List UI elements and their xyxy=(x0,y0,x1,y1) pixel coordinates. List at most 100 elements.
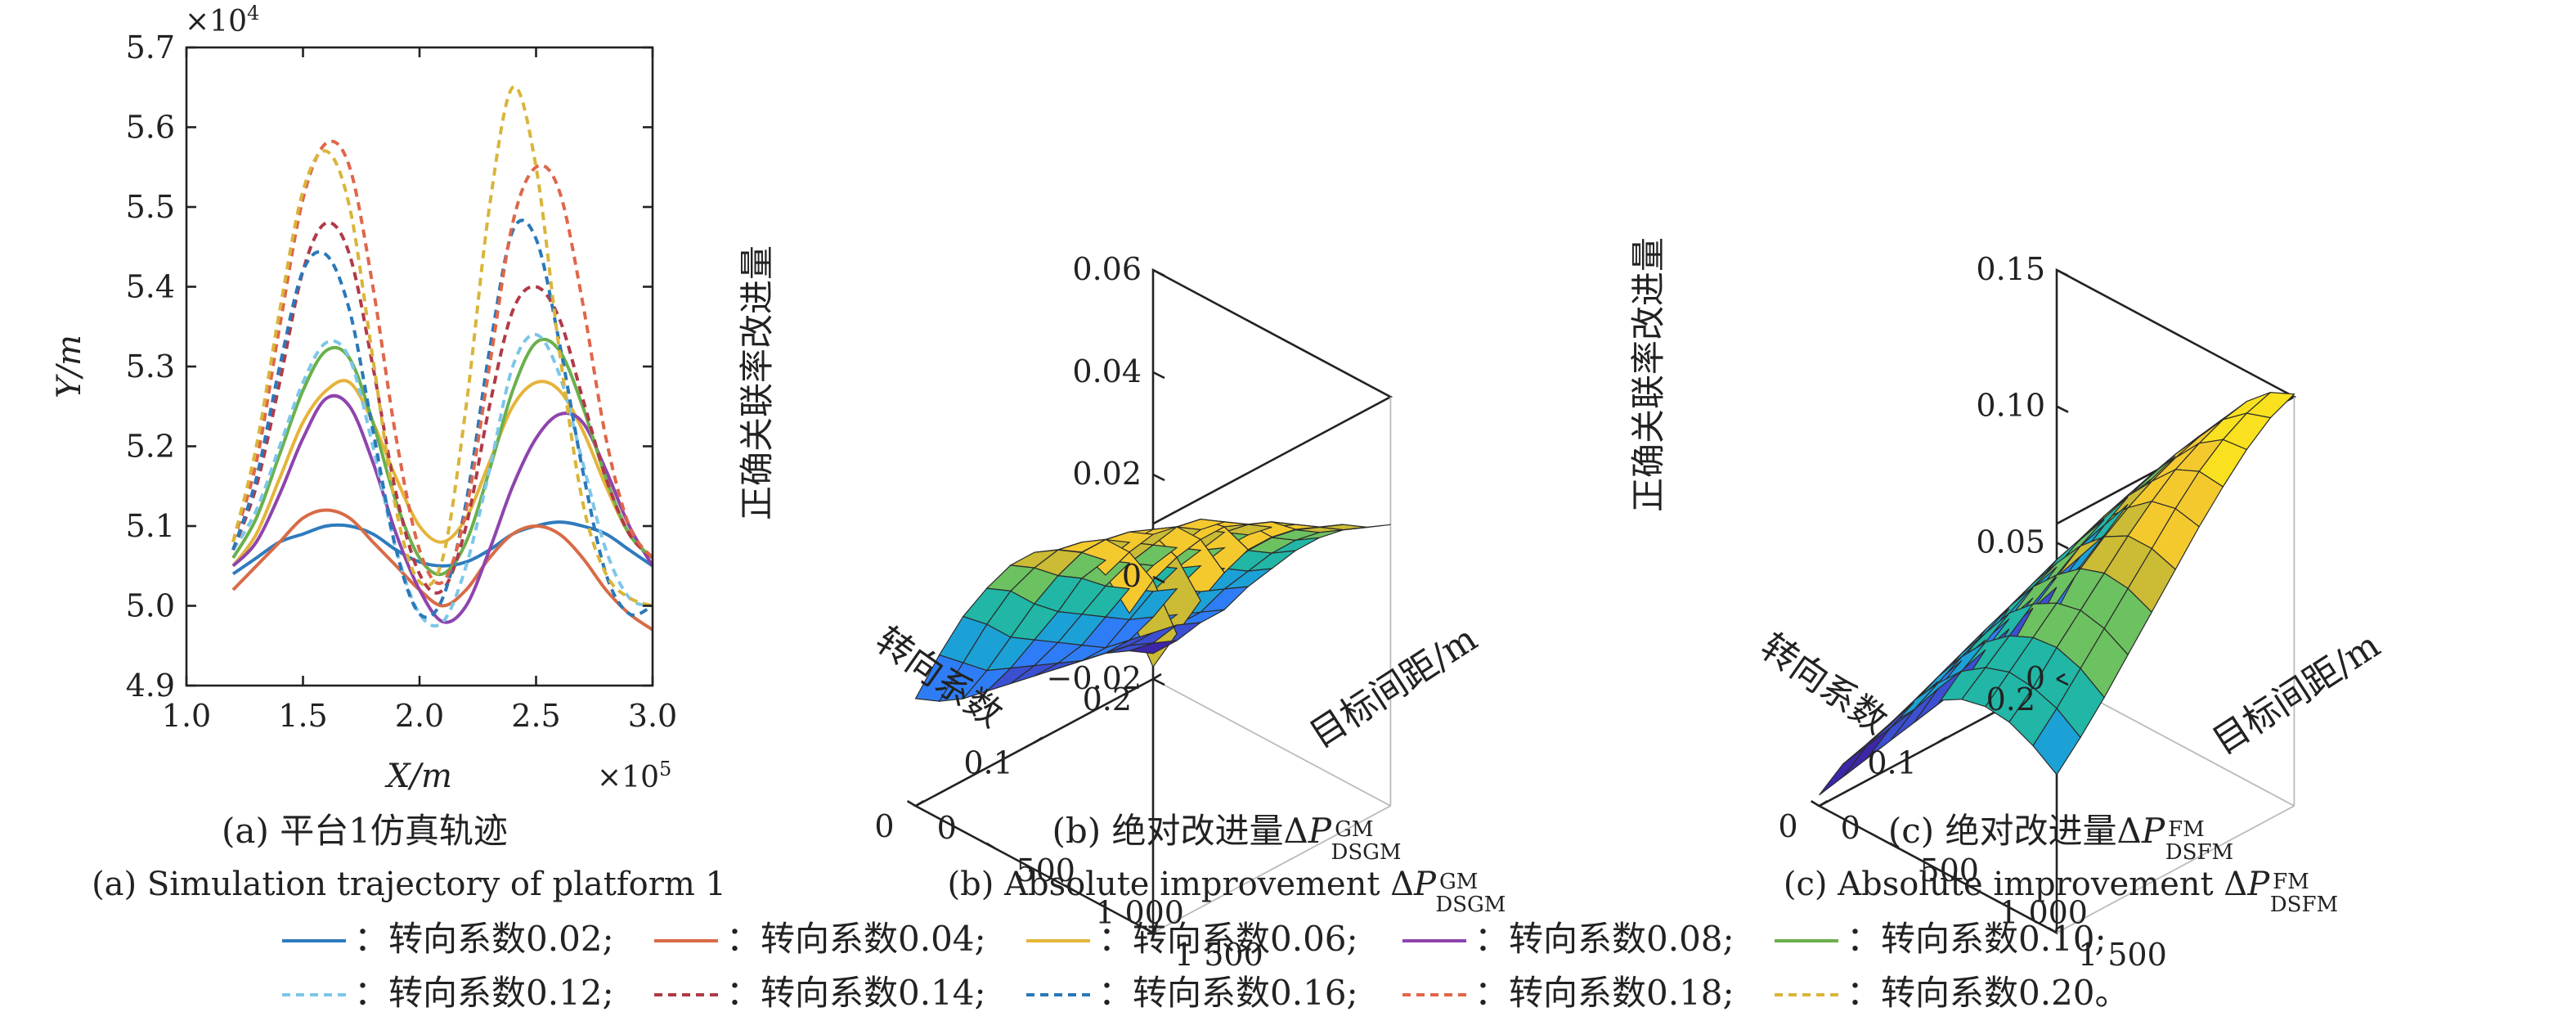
surface-dsfm-x-axis-label: 转向系数 xyxy=(1753,626,1895,743)
y-tick-label: 5.5 xyxy=(126,189,175,225)
legend-label-6: ：转向系数0.14; xyxy=(726,973,986,1013)
x-tick-label: 2.5 xyxy=(511,698,560,734)
z-tick-mark xyxy=(1152,268,1165,277)
z-tick-mark xyxy=(2056,542,2069,550)
legend: ：转向系数0.02; ：转向系数0.04; ：转向系数0.06; ：转向系数0.08;… xyxy=(282,919,2129,1013)
surface-patch xyxy=(1819,745,1868,796)
x-tick-label: 2.0 xyxy=(395,698,444,734)
y-tick-mark xyxy=(2048,927,2058,934)
y-tick-label: 1 500 xyxy=(1174,937,1263,973)
z-tick-mark xyxy=(1152,473,1165,482)
y-tick-mark xyxy=(985,842,996,849)
x-tick-label: 0.1 xyxy=(1867,745,1916,781)
y-tick-label: 500 xyxy=(1016,852,1075,888)
x-tick-mark xyxy=(2056,672,2066,681)
surface-dsfm-caption-zh: (c) 绝对改进量ΔP FM DSFM xyxy=(1888,811,2233,865)
trajectory-lines xyxy=(231,84,654,632)
z-tick-label: −0.02 xyxy=(1047,660,1142,696)
surface-back-edge xyxy=(2056,805,2295,933)
y-tick-label: 1 000 xyxy=(1095,895,1184,931)
y-tick-label: 5.6 xyxy=(126,110,175,146)
series-line-8 xyxy=(231,139,654,586)
z-tick-label: 0 xyxy=(2026,660,2045,696)
y-tick-label: 5.4 xyxy=(126,269,175,305)
z-tick-mark xyxy=(1152,677,1165,686)
surface-patch xyxy=(914,654,964,702)
z-tick-label: 0.10 xyxy=(1976,388,2045,424)
y-tick-label: 5.1 xyxy=(126,508,175,544)
y-tick-label: 5.0 xyxy=(126,588,175,624)
y-tick-mark xyxy=(1065,884,1075,892)
y-tick-mark xyxy=(906,799,917,807)
trajectory-panel: 4.9 5.0 5.1 5.2 5.3 5.4 5.5 5.6 5.7 1.0 1.5 2.0 2.5 3… xyxy=(51,2,726,903)
y-tick-label: 500 xyxy=(1919,852,1979,888)
surface-dsgm-y-axis-label: 目标间距/m xyxy=(1303,618,1485,756)
y-tick-label: 5.7 xyxy=(126,29,175,65)
legend-label-4: ：转向系数0.10; xyxy=(1847,919,2107,959)
trajectory-caption-zh: (a) 平台1仿真轨迹 xyxy=(222,811,508,851)
series-line-3 xyxy=(231,394,654,624)
x-tick-label: 0.2 xyxy=(1986,681,2035,717)
x-tick-mark xyxy=(1034,736,1043,744)
x-tick-label: 0 xyxy=(874,808,894,844)
y-tick-label: 1 000 xyxy=(1999,895,2088,931)
z-tick-label: 0 xyxy=(1122,558,1142,594)
legend-label-8: ：转向系数0.18; xyxy=(1474,973,1735,1013)
x-tick-label: 3.0 xyxy=(628,698,677,734)
surface-dsgm-mesh xyxy=(914,518,1391,702)
series-line-2 xyxy=(231,379,654,567)
z-tick-mark xyxy=(2056,405,2069,413)
legend-label-2: ：转向系数0.06; xyxy=(1098,919,1358,959)
y-tick-mark xyxy=(1889,842,1900,849)
series-line-0 xyxy=(231,520,654,576)
z-tick-mark xyxy=(2056,268,2069,277)
x-tick-label: 0.1 xyxy=(963,745,1012,781)
surface-back-edge xyxy=(1152,678,1391,807)
legend-label-7: ：转向系数0.16; xyxy=(1098,973,1358,1013)
surface-dsfm-mesh xyxy=(1819,391,2296,796)
y-tick-label: 4.9 xyxy=(126,668,175,704)
y-tick-label: 0 xyxy=(937,810,957,846)
z-tick-mark xyxy=(1152,371,1165,380)
z-tick-label: 0.06 xyxy=(1072,251,1142,287)
y-tick-label: 5.3 xyxy=(126,349,175,385)
series-line-9 xyxy=(231,84,653,608)
x-tick-mark xyxy=(914,799,925,807)
z-tick-mark xyxy=(1152,575,1165,584)
trajectory-caption-en: (a) Simulation trajectory of platform 1 xyxy=(92,866,726,903)
y-tick-mark xyxy=(1144,927,1154,934)
surface-back-edge xyxy=(1152,805,1391,933)
x-tick-mark xyxy=(1937,736,1947,744)
legend-label-9: ：转向系数0.20。 xyxy=(1847,973,2129,1013)
surface-patch xyxy=(1890,688,1939,741)
legend-label-0: ：转向系数0.02; xyxy=(354,919,614,959)
surface-dsfm-caption-en: (c) Absolute improvement ΔP FM DSFM xyxy=(1784,866,2338,917)
y-tick-mark xyxy=(1810,799,1820,807)
trajectory-x-axis-label: X/m xyxy=(384,758,452,795)
z-tick-label: 0.02 xyxy=(1072,456,1142,492)
legend-label-5: ：转向系数0.12; xyxy=(354,973,614,1013)
trajectory-y-axis-label: Y/m xyxy=(51,335,88,398)
trajectory-x-multiplier: ×105 xyxy=(597,758,671,794)
z-tick-label: 0.15 xyxy=(1976,251,2045,287)
x-tick-label: 0.2 xyxy=(1083,681,1132,717)
x-tick-label: 1.5 xyxy=(278,698,327,734)
series-line-1 xyxy=(231,508,654,632)
y-tick-mark xyxy=(1968,884,1978,892)
legend-label-3: ：转向系数0.08; xyxy=(1474,919,1735,959)
series-line-4 xyxy=(231,337,654,577)
z-tick-label: 0.05 xyxy=(1976,524,2045,560)
trajectory-ticks: 4.9 5.0 5.1 5.2 5.3 5.4 5.5 5.6 5.7 1.0 1.5 2.0 2.5 3… xyxy=(126,29,678,734)
surface-dsgm-caption-zh: (b) 绝对改进量ΔP GM DSGM xyxy=(1052,811,1401,865)
x-tick-label: 0 xyxy=(1778,808,1797,844)
y-tick-label: 5.2 xyxy=(126,429,175,465)
legend-label-1: ：转向系数0.04; xyxy=(726,919,986,959)
z-tick-label: 0.04 xyxy=(1072,353,1142,389)
z-tick-mark xyxy=(2056,677,2069,686)
x-tick-mark xyxy=(1818,799,1829,807)
